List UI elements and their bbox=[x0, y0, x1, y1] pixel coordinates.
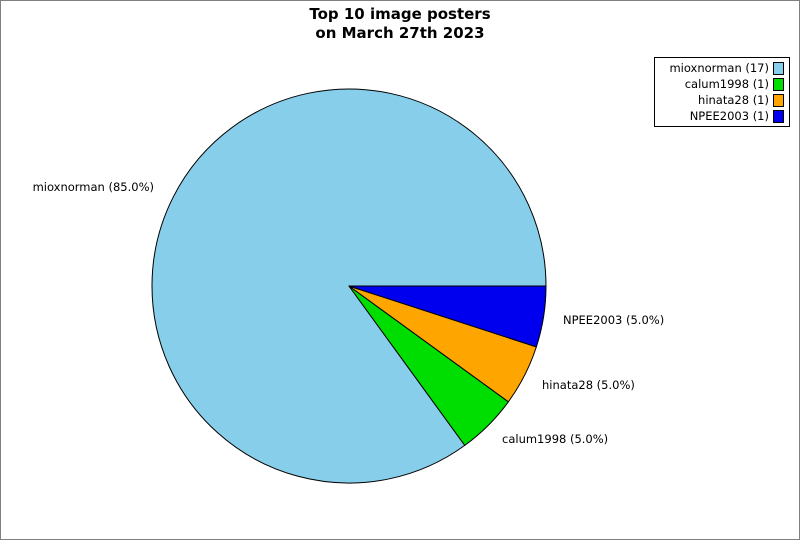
slice-label-calum1998: calum1998 (5.0%) bbox=[502, 432, 609, 446]
legend-color-swatch bbox=[773, 77, 784, 91]
chart-title-line1: Top 10 image posters bbox=[309, 5, 491, 23]
slice-label-mioxnorman: mioxnorman (85.0%) bbox=[32, 180, 154, 194]
legend-item-NPEE2003: NPEE2003 (1) bbox=[659, 108, 784, 124]
legend-label: NPEE2003 (1) bbox=[689, 109, 769, 123]
legend-color-swatch bbox=[773, 109, 784, 123]
pie-slice-NPEE2003 bbox=[348, 285, 547, 348]
legend-color-swatch bbox=[773, 61, 784, 75]
chart-title: Top 10 image posters on March 27th 2023 bbox=[1, 5, 799, 43]
chart-title-line2: on March 27th 2023 bbox=[315, 24, 485, 42]
legend-label: calum1998 (1) bbox=[684, 77, 769, 91]
legend-label: hinata28 (1) bbox=[698, 93, 769, 107]
legend: mioxnorman (17) calum1998 (1) hinata28 (1)… bbox=[654, 57, 790, 127]
legend-item-hinata28: hinata28 (1) bbox=[659, 92, 784, 108]
legend-label: mioxnorman (17) bbox=[669, 61, 769, 75]
slice-label-NPEE2003: NPEE2003 (5.0%) bbox=[563, 313, 665, 327]
legend-item-mioxnorman: mioxnorman (17) bbox=[659, 60, 784, 76]
slice-label-hinata28: hinata28 (5.0%) bbox=[542, 378, 635, 392]
legend-item-calum1998: calum1998 (1) bbox=[659, 76, 784, 92]
legend-color-swatch bbox=[773, 93, 784, 107]
